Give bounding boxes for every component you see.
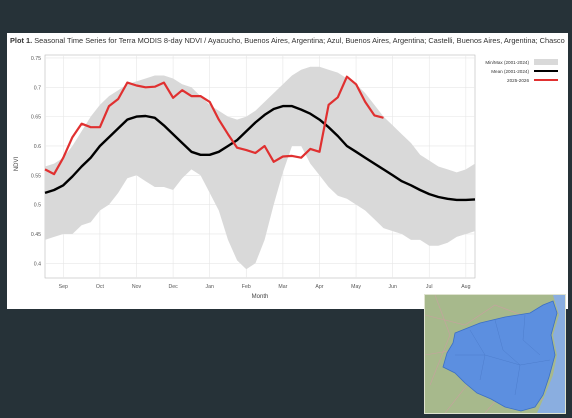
legend-swatch: [534, 59, 558, 65]
x-tick-label: Sep: [59, 284, 68, 290]
legend-label: Min/Max (2001-2024): [485, 60, 529, 65]
y-tick-label: 0.55: [31, 173, 41, 179]
x-tick-label: Jun: [388, 284, 396, 290]
x-tick-label: Oct: [96, 284, 105, 290]
region-map-thumbnail[interactable]: [424, 294, 566, 414]
x-tick-label: Mar: [278, 284, 287, 290]
axes: 0.4 0.45 0.5 0.55 0.6 0.65 0.7 0.75 Sep Oct Nov Dec…: [31, 56, 471, 290]
y-tick-label: 0.5: [34, 203, 41, 209]
map-coast: [537, 295, 565, 413]
x-tick-label: Jul: [426, 284, 433, 290]
current-season-line: [44, 75, 384, 176]
x-tick-label: May: [351, 284, 361, 290]
legend-label: 2025-2026: [507, 78, 529, 83]
chart-panel: Plot 1. Seasonal Time Series for Terra M…: [7, 33, 568, 309]
y-tick-label: 0.7: [34, 85, 41, 91]
y-tick-label: 0.6: [34, 144, 41, 150]
x-tick-label: Apr: [315, 284, 323, 290]
y-tick-label: 0.75: [31, 56, 41, 62]
y-tick-label: 0.4: [34, 261, 41, 267]
region-map-icon: [425, 295, 565, 413]
mean-line: [44, 104, 476, 202]
y-axis-label: NDVI: [14, 157, 20, 172]
x-tick-label: Aug: [461, 284, 470, 290]
x-tick-label: Jan: [205, 284, 213, 290]
x-axis-label: Month: [252, 294, 269, 300]
series-lines: [44, 75, 476, 202]
plot-title-text: Seasonal Time Series for Terra MODIS 8-d…: [34, 36, 565, 45]
y-tick-label: 0.65: [31, 115, 41, 121]
plot-title: Plot 1. Seasonal Time Series for Terra M…: [10, 36, 565, 45]
x-tick-label: Feb: [242, 284, 251, 290]
plot-label: Plot 1.: [10, 36, 33, 45]
legend-label: Mean (2001-2024): [491, 69, 529, 74]
x-tick-label: Nov: [132, 284, 142, 290]
legend: Min/Max (2001-2024) Mean (2001-2024) 2025-…: [485, 59, 558, 83]
ndvi-chart: 0.4 0.45 0.5 0.55 0.6 0.65 0.7 0.75 Sep Oct Nov Dec…: [14, 54, 558, 300]
x-tick-label: Dec: [168, 284, 178, 290]
y-tick-label: 0.45: [31, 232, 41, 238]
map-selected-region: [442, 300, 558, 412]
map-district-borders: [455, 314, 551, 396]
